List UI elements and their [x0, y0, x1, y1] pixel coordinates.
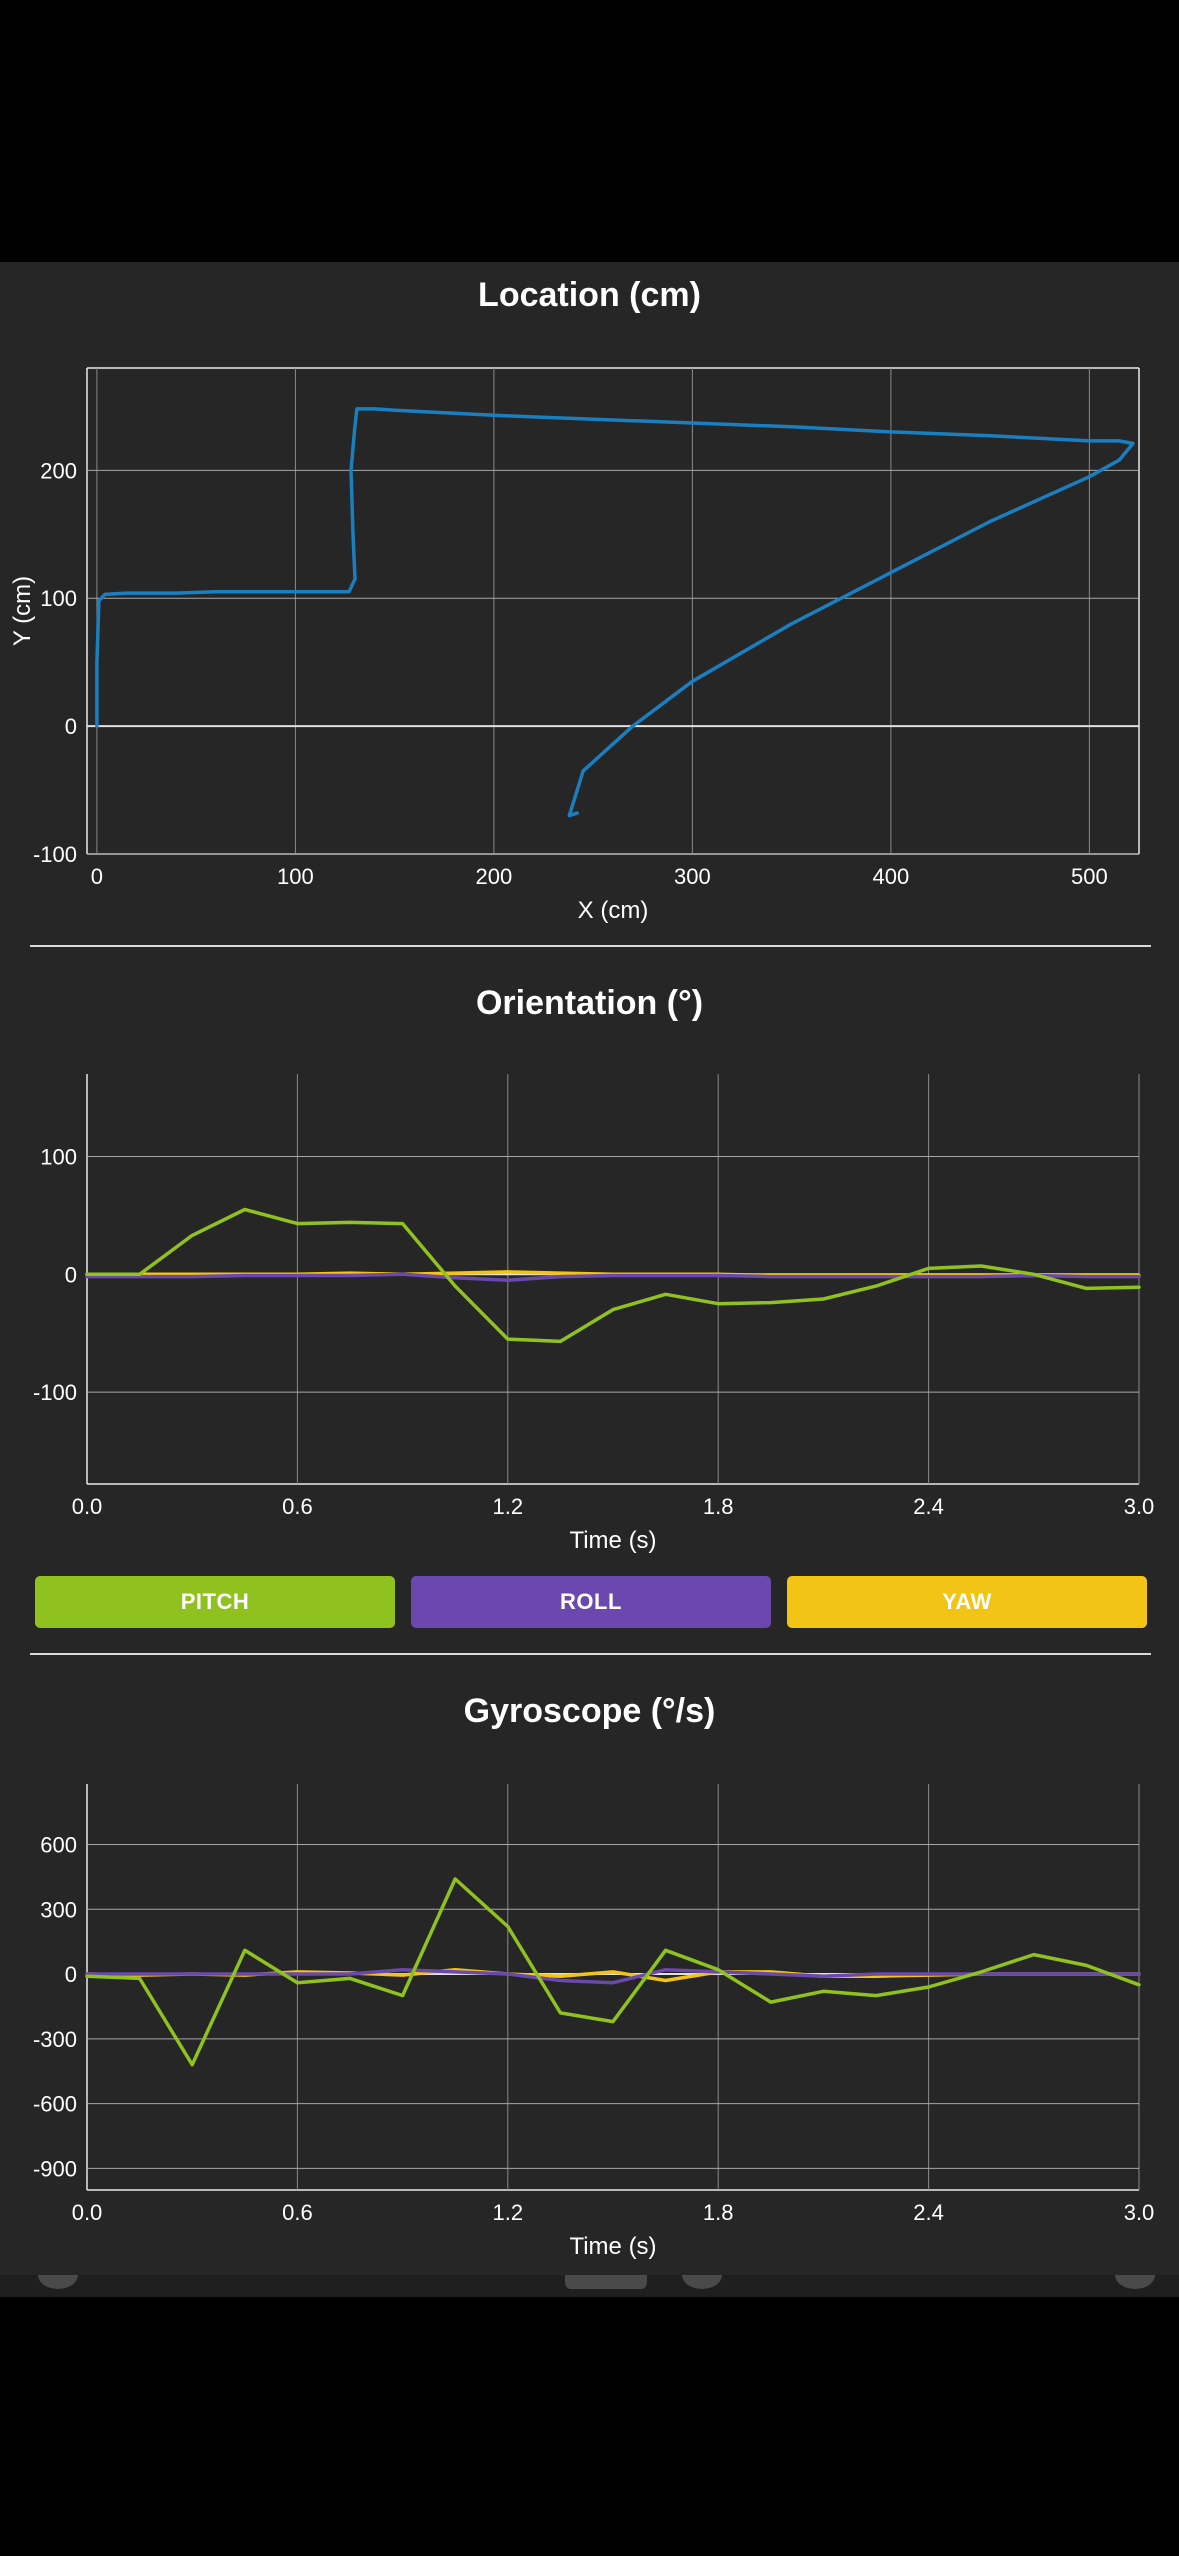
series-line-roll [85, 1967, 1141, 1985]
x-tick-label: 0.6 [282, 1494, 313, 1519]
x-axis-title: Time (s) [569, 2233, 656, 2260]
charts-panel [0, 262, 1179, 2275]
y-tick-label: 300 [40, 1897, 77, 1922]
x-tick-label: 200 [476, 864, 513, 889]
x-tick-label: 400 [873, 864, 910, 889]
x-tick-label: 2.4 [913, 1494, 944, 1519]
y-tick-label: 100 [40, 1144, 77, 1169]
series-line-roll [85, 1272, 1141, 1282]
x-tick-label: 1.2 [493, 1494, 524, 1519]
x-axis-title: Time (s) [569, 1527, 656, 1554]
x-tick-label: 500 [1071, 864, 1108, 889]
gyroscope-title: Gyroscope (°/s) [463, 1692, 716, 1730]
x-tick-label: 3.0 [1124, 2200, 1155, 2225]
x-tick-label: 2.4 [913, 2200, 944, 2225]
y-tick-label: 0 [65, 1962, 77, 1987]
y-tick-label: -900 [33, 2156, 77, 2181]
legend-roll-button[interactable]: ROLL [411, 1576, 771, 1628]
y-tick-label: 0 [65, 1262, 77, 1287]
divider-1 [30, 945, 1151, 947]
nav-profile-icon[interactable] [1115, 2275, 1155, 2289]
location-title: Location (cm) [478, 276, 701, 314]
x-tick-label: 1.8 [703, 1494, 734, 1519]
x-tick-label: 0 [91, 864, 103, 889]
x-tick-label: 1.8 [703, 2200, 734, 2225]
legend-yaw-button[interactable]: YAW [787, 1576, 1147, 1628]
location-chart: 0 100 200 300 400 500 -100 0 100 200 X (cm) Y (cm) [9, 367, 1140, 924]
orientation-title: Orientation (°) [475, 984, 704, 1022]
x-tick-label: 3.0 [1124, 1494, 1155, 1519]
x-tick-label: 0.6 [282, 2200, 313, 2225]
series-line-pitch [85, 1207, 1141, 1344]
y-tick-label: 100 [40, 586, 77, 611]
x-tick-label: 0.0 [72, 1494, 103, 1519]
y-tick-label: 600 [40, 1832, 77, 1857]
bottom-nav-strip [0, 2275, 1179, 2297]
y-tick-label: -100 [33, 842, 77, 867]
y-axis-title: Y (cm) [9, 576, 36, 646]
x-tick-label: 300 [674, 864, 711, 889]
x-tick-label: 0.0 [72, 2200, 103, 2225]
series-line-path [95, 407, 1135, 818]
nav-globe-icon[interactable] [682, 2275, 722, 2289]
y-tick-label: -600 [33, 2092, 77, 2117]
orientation-chart: 0.0 0.6 1.2 1.8 2.4 3.0 -100 0 100 Time (s) [33, 1074, 1155, 1554]
divider-2 [30, 1653, 1151, 1655]
nav-save-icon[interactable] [565, 2275, 647, 2289]
series-line-pitch [85, 1877, 1141, 2067]
y-tick-label: 0 [65, 714, 77, 739]
y-tick-label: -300 [33, 2027, 77, 2052]
x-tick-label: 100 [277, 864, 314, 889]
gyroscope-chart: 0.0 0.6 1.2 1.8 2.4 3.0 600 300 0 -300 -600 -900 Tim… [33, 1784, 1155, 2260]
x-axis-title: X (cm) [578, 897, 649, 924]
y-tick-label: 200 [40, 458, 77, 483]
legend-pitch-button[interactable]: PITCH [35, 1576, 395, 1628]
x-tick-label: 1.2 [493, 2200, 524, 2225]
nav-check-icon[interactable] [38, 2275, 78, 2289]
y-tick-label: -100 [33, 1380, 77, 1405]
